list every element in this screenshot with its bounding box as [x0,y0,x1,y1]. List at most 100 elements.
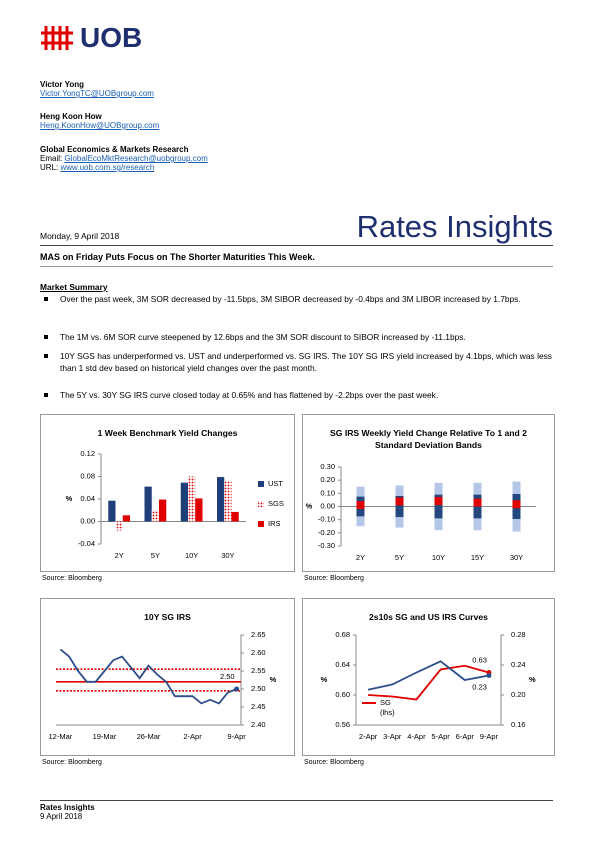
plot: -0.04 0.00 0.04 0.08 0.12% 2Y 5Y 10Y 30Y UST SGS IR… [66,449,284,560]
y-tick-label: 0.30 [320,462,335,471]
x-tick-label: 2Y [356,553,365,562]
x-tick-label: 30Y [510,553,523,562]
x-tick-label: 19-Mar [93,732,117,741]
y-tick-label: 0.04 [80,494,95,503]
logo: UOB [80,22,143,53]
link[interactable]: www.uob.com.sg/research [60,163,155,172]
legend-label: SGS [268,499,284,508]
change-marker [473,498,482,507]
y-tick-label: 0.56 [335,720,350,729]
legend-note: (lhs) [380,708,395,717]
y-tick-label: 2.55 [251,666,266,675]
end-marker [486,673,492,678]
chart: 10Y SG IRS 2.40 2.45 2.50 2.55 2.60 2.65% 12-Ma… [40,598,295,756]
bar [188,476,196,522]
x-tick-label: 10Y [432,553,445,562]
x-tick-label: 12-Mar [49,732,73,741]
bar [231,511,239,522]
bar [180,482,188,522]
y-tick-label: 0.12 [80,449,95,458]
author-name: Victor Yong [40,80,85,89]
bar [195,498,203,522]
x-tick-label: 6-Apr [456,732,475,741]
x-tick-label: 2-Apr [183,732,202,741]
y2-label: % [529,675,536,684]
footer-title: Rates Insights [40,803,95,812]
value-label: 0.23 [472,682,487,691]
std-band [395,495,404,518]
x-tick-label: 26-Mar [137,732,161,741]
chart-title: 2s10s SG and US IRS Curves [369,612,488,622]
rule [40,245,553,246]
source: Source: Bloomberg [42,759,102,766]
change-marker [356,501,365,510]
y-tick-label: -0.20 [318,528,335,537]
legend-label: SG [380,698,391,707]
legend-swatch [258,501,264,507]
y-tick-label: 2.50 [251,684,266,693]
rule [40,800,553,801]
std-band [434,494,443,519]
chart-title: 10Y SG IRS [144,612,191,622]
x-tick-label: 5Y [151,551,160,560]
source: Source: Bloomberg [304,759,364,766]
y-tick-label: 0.10 [320,488,335,497]
author-email[interactable]: Heng.KoonHow@UOBgroup.com [40,121,160,130]
source: Source: Bloomberg [42,575,102,582]
chart: 1 Week Benchmark Yield Changes -0.04 0.00 0… [40,414,295,572]
rule [40,266,553,267]
y-tick-label: 0.00 [320,501,335,510]
x-tick-label: 4-Apr [407,732,426,741]
report-title: Rates Insights [356,209,553,244]
change-marker [512,500,521,509]
y-tick-label: 0.60 [335,690,350,699]
team-url: URL: www.uob.com.sg/research [40,163,154,173]
bullet: Over the past week, 3M SOR decreased by … [44,293,552,305]
y-tick-label: 0.64 [335,660,350,669]
y-tick-label: 0.20 [320,475,335,484]
x-tick-label: 9-Apr [227,732,246,741]
x-tick-label: 2Y [115,551,124,560]
x-tick-label: 30Y [221,551,234,560]
change-marker [395,497,404,506]
end-marker [234,686,240,692]
legend-swatch [258,481,264,487]
bar [159,499,167,522]
bullet: 10Y SGS has underperformed vs. UST and u… [44,351,552,373]
y2-tick-label: 0.24 [511,660,526,669]
x-tick-label: 9-Apr [480,732,499,741]
author-email[interactable]: Victor.YongTC@UOBgroup.com [40,89,154,98]
link[interactable]: GlobalEcoMktResearch@uobgroup.com [64,154,208,163]
y-tick-label: -0.10 [318,515,335,524]
x-tick-label: 2-Apr [359,732,378,741]
logo-icon [41,26,73,50]
y-tick-label: 2.65 [251,630,266,639]
plot: -0.30 -0.20 -0.10 0.00 0.10 0.20 0.30% 2Y 5Y 10Y 1… [306,462,536,562]
bar [224,481,232,522]
label: URL: [40,163,59,172]
x-tick-label: 10Y [185,551,198,560]
x-tick-label: 5Y [395,553,404,562]
source: Source: Bloomberg [304,575,364,582]
y-label: % [270,675,277,684]
change-marker [434,497,443,506]
bullet: The 1M vs. 6M SOR curve steepened by 12.… [44,331,552,343]
bar [151,510,159,522]
y-tick-label: 2.60 [251,648,266,657]
line [367,660,490,691]
y-label: % [321,675,328,684]
legend-label: UST [268,479,283,488]
legend-swatch [258,521,264,527]
chart: SG IRS Weekly Yield Change Relative To 1… [302,414,555,572]
chart-title: SG IRS Weekly Yield Change Relative To 1… [330,428,527,450]
legend-label: IRS [268,519,281,528]
team-email: Email: GlobalEcoMktResearch@uobgroup.com [40,154,208,164]
y2-tick-label: 0.16 [511,720,526,729]
bullet: The 5Y vs. 30Y SG IRS curve closed today… [44,389,552,401]
team-name: Global Economics & Markets Research [40,145,189,154]
x-tick-label: 15Y [471,553,484,562]
plot: 2.40 2.45 2.50 2.55 2.60 2.65% 12-Mar 19-Mar 26-… [49,630,277,741]
x-tick-label: 5-Apr [431,732,450,741]
y-label: % [306,501,313,510]
y-tick-label: 0.08 [80,471,95,480]
